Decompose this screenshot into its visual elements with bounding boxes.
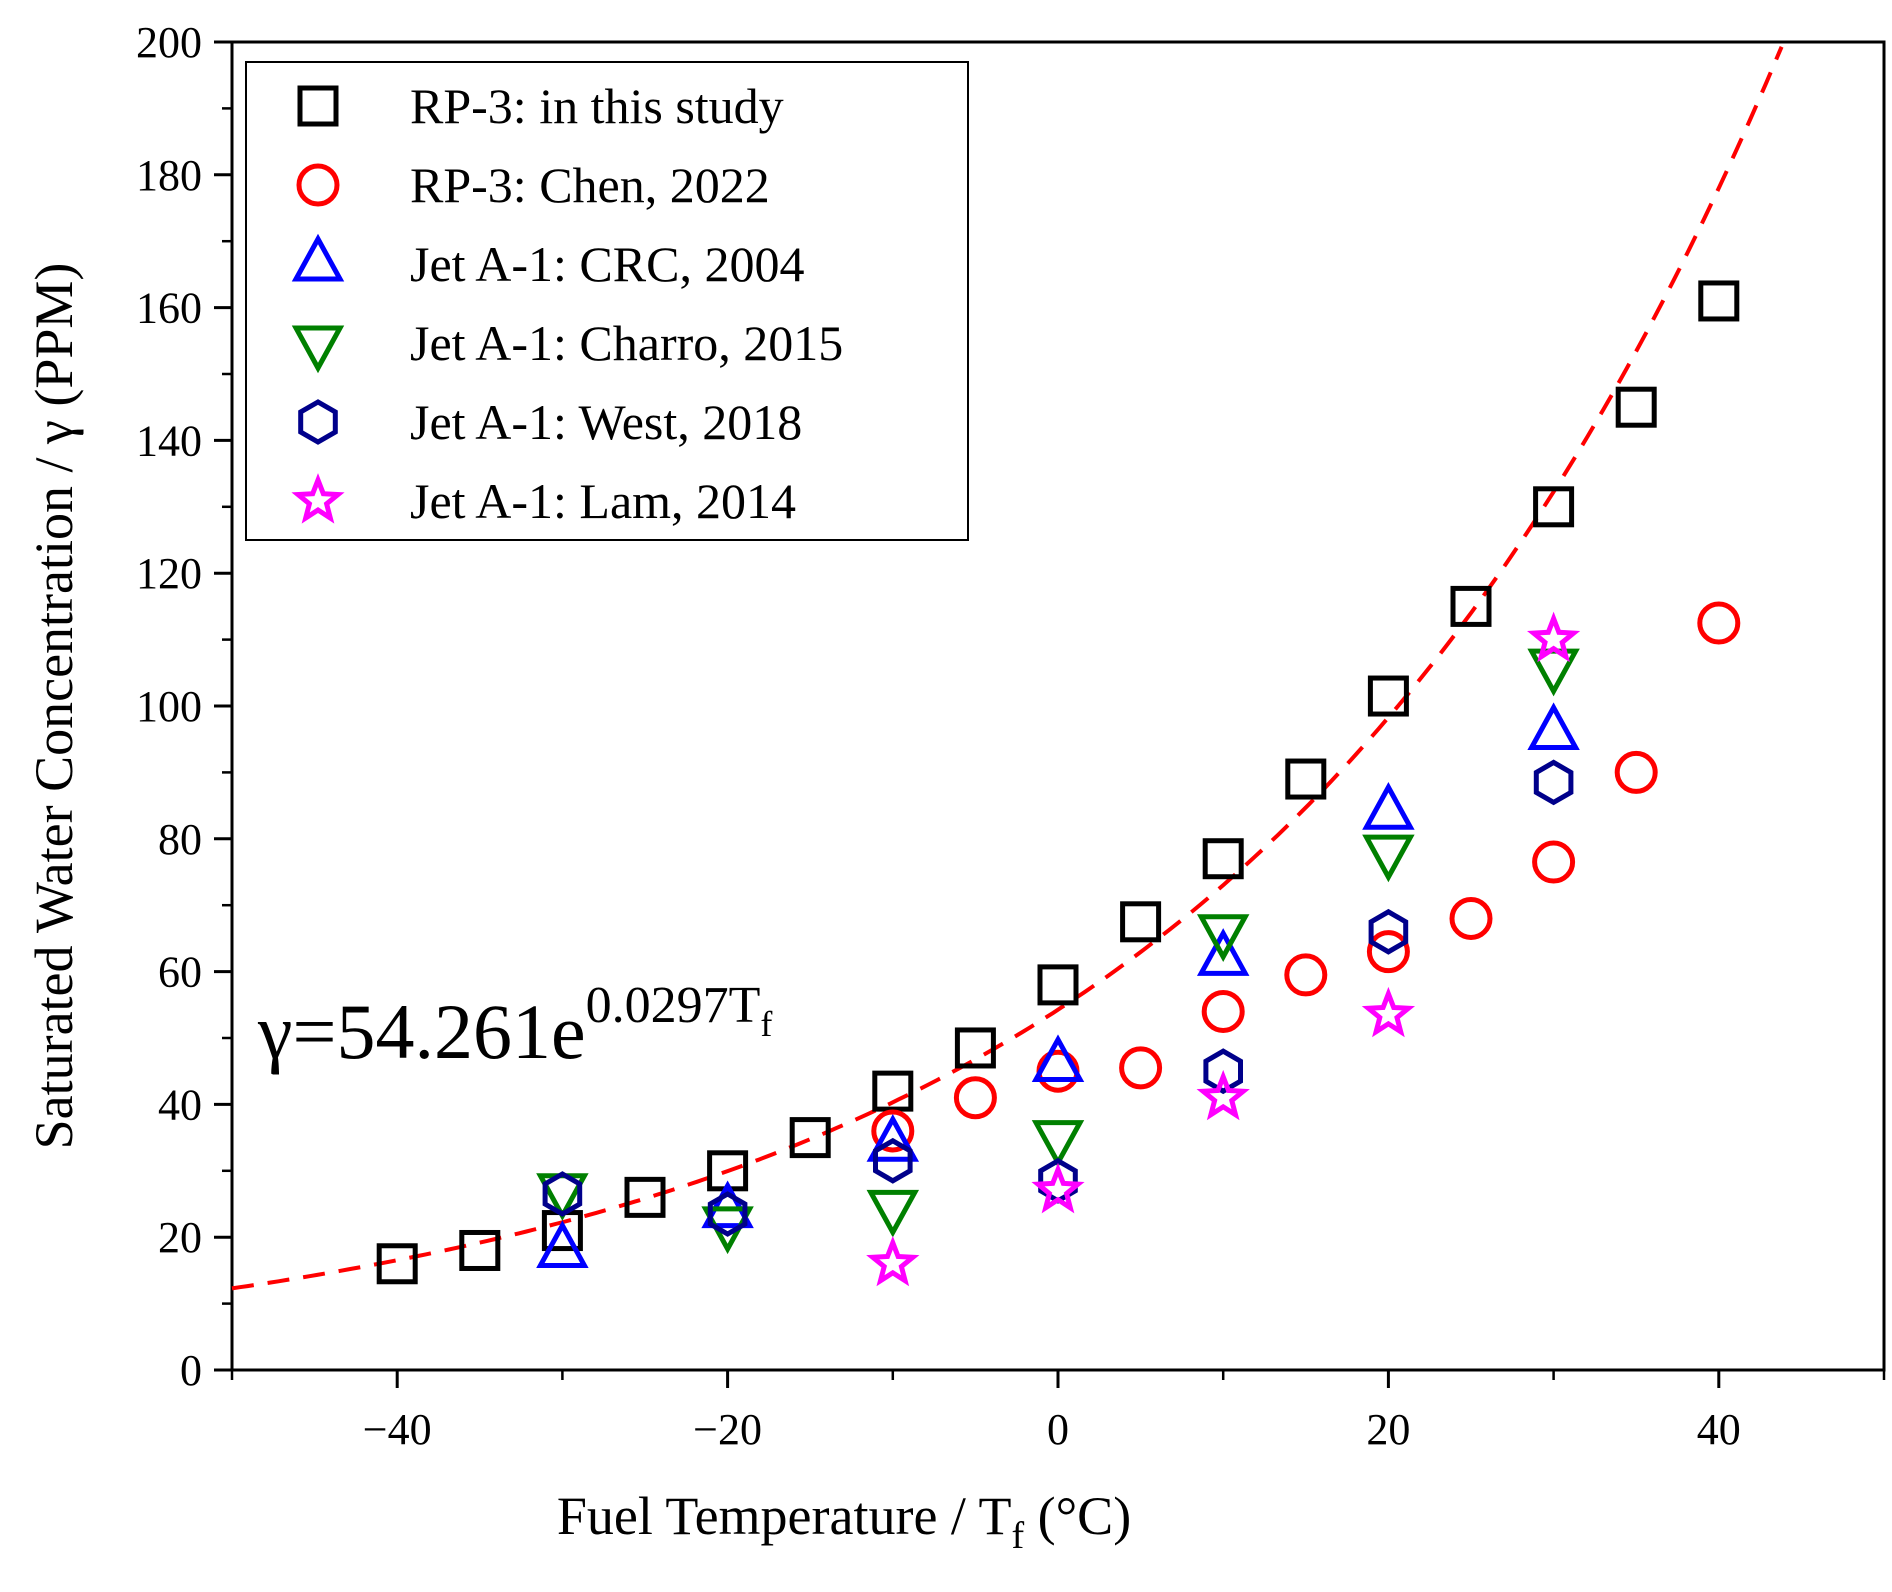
data-point-square [459,1229,501,1271]
legend: RP-3: in this study RP-3: Chen, 2022 Jet A… [245,61,969,541]
data-point-square [1615,386,1657,428]
data-point-hexagon [542,1171,583,1217]
data-point-circle [1697,601,1741,645]
data-point-hexagon [1203,1048,1243,1095]
data-point-square [1037,964,1079,1006]
x-axis: −40 −20 0 20 40 [230,1370,1886,1454]
legend-box [245,61,969,541]
data-point-triangle-down [1031,1120,1085,1168]
y-tick-label: 180 [136,151,202,200]
data-point-triangle-down [1527,648,1580,697]
fit-equation: γ=54.261e0.0297Tf [257,977,772,1075]
y-tick-label: 120 [136,549,202,598]
legend-marker-circle [296,163,340,207]
data-point-square [1367,675,1409,717]
y-tick-label: 100 [136,682,202,731]
legend-marker-triangle-up [291,233,345,282]
y-tick-label: 40 [158,1080,202,1129]
legend-marker-square [297,85,339,127]
x-axis-title: Fuel Temperature / Tf (°C) [557,1486,1131,1557]
legend-label: RP-3: in this study [410,78,784,134]
equation-exponent-sub: f [760,1004,772,1044]
y-tick-label: 160 [136,284,202,333]
equation-lhs: γ=54.261e [257,988,586,1075]
x-tick-label: 20 [1366,1405,1410,1454]
data-point-circle [1201,989,1245,1033]
legend-label: Jet A-1: Lam, 2014 [410,473,796,529]
y-tick-label: 60 [158,948,202,997]
data-point-star [1527,611,1581,663]
y-tick-label: 80 [158,815,202,864]
legend-label: RP-3: Chen, 2022 [410,157,770,213]
data-point-hexagon [873,1137,913,1184]
data-point-hexagon [707,1191,748,1237]
data-point-star [1196,1069,1250,1121]
data-point-star [1031,1162,1085,1214]
data-point-triangle-down [1196,914,1250,962]
x-tick-label: 40 [1697,1405,1741,1454]
data-point-circle [953,1076,997,1120]
x-axis-title-main: Fuel Temperature / T [557,1486,1012,1546]
data-point-square [1202,838,1244,880]
data-point-square [1533,486,1575,528]
data-point-square [624,1176,666,1218]
equation-exponent: 0.0297T [586,977,761,1034]
data-markers [376,280,1741,1287]
data-point-square [872,1070,914,1112]
data-point-circle [1284,953,1328,997]
y-tick-label: 140 [136,416,202,465]
data-point-triangle-up [866,1114,920,1162]
data-point-circle [1036,1049,1080,1093]
legend-marker-hexagon [298,399,338,445]
data-point-star [1361,986,1416,1038]
data-point-triangle-up [1362,782,1415,830]
fit-curve-dashed [231,46,1784,1291]
y-tick-label: 0 [180,1346,202,1395]
data-point-triangle-up [536,1220,589,1268]
y-tick-label: 200 [136,18,202,67]
data-point-circle [1532,840,1576,884]
data-point-square [1450,585,1492,627]
data-point-triangle-up [1527,702,1580,751]
data-point-circle [1366,930,1410,974]
x-axis-title-unit: (°C) [1024,1486,1131,1546]
data-point-triangle-up [1031,1034,1085,1083]
x-tick-label: −40 [363,1405,432,1454]
data-point-square [1285,758,1327,800]
data-point-triangle-down [1362,834,1415,883]
data-point-circle [1119,1046,1163,1090]
legend-label: Jet A-1: West, 2018 [410,394,802,450]
data-point-circle [1614,750,1658,794]
legend-label: Jet A-1: CRC, 2004 [410,236,804,292]
data-point-circle [871,1109,915,1153]
data-point-square [954,1027,996,1069]
x-tick-label: −20 [693,1405,762,1454]
legend-marker-triangle-down [291,325,345,374]
data-point-square [789,1117,831,1159]
legend-label: Jet A-1: Charro, 2015 [410,315,843,371]
y-tick-label: 20 [158,1213,202,1262]
legend-marker-star [291,473,345,524]
data-point-hexagon [1368,908,1409,955]
data-point-triangle-down [866,1189,920,1238]
x-axis-title-sub: f [1011,1515,1024,1557]
data-point-square [376,1243,418,1285]
data-point-square [1698,280,1740,322]
data-point-triangle-up [701,1180,754,1229]
data-point-triangle-up [1196,928,1250,976]
y-axis-title: Saturated Water Concentration / γ (PPM) [24,263,84,1150]
data-point-hexagon [1533,759,1574,806]
data-point-square [1120,901,1162,943]
data-point-star [866,1235,920,1287]
x-tick-label: 0 [1047,1405,1069,1454]
data-point-circle [1449,896,1493,940]
y-axis: 0 20 40 60 80 100 120 140 160 180 200 [136,18,232,1395]
